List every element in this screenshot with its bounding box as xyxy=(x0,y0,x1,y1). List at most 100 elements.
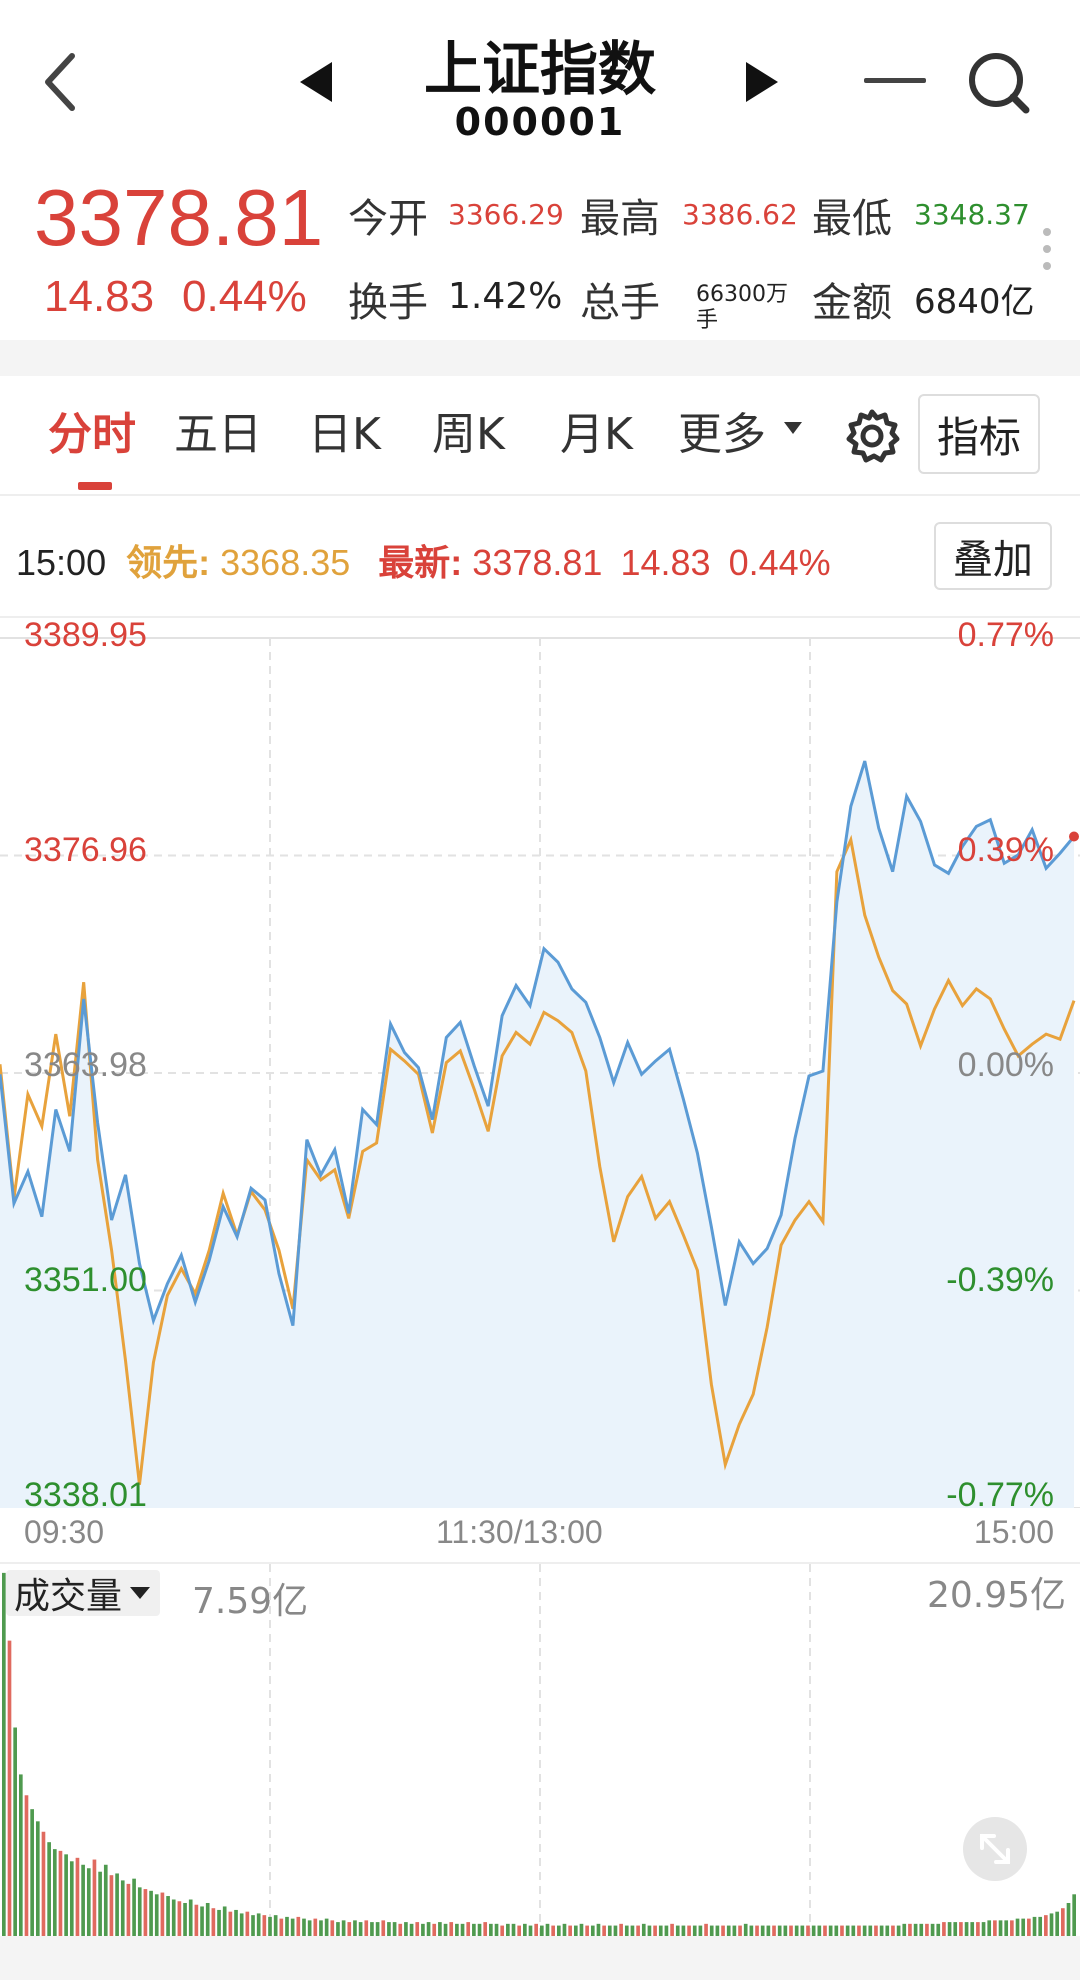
volume-bar xyxy=(1004,1920,1009,1936)
stock-code: 000001 xyxy=(454,100,626,144)
tab-intraday[interactable]: 分时 xyxy=(48,409,136,460)
volume-bar xyxy=(205,1902,210,1936)
minus-icon[interactable] xyxy=(864,76,926,86)
tab-five-day[interactable]: 五日 xyxy=(174,409,262,460)
volume-bar xyxy=(256,1913,261,1936)
volume-selector[interactable]: 成交量 xyxy=(6,1570,161,1617)
volume-bar xyxy=(783,1925,788,1936)
volume-bar xyxy=(421,1923,425,1936)
volume-bar xyxy=(137,1887,142,1936)
volume-bar xyxy=(664,1925,669,1936)
volume-bar xyxy=(375,1922,380,1936)
stat-label: 总手 xyxy=(580,280,660,326)
overlay-button[interactable]: 叠加 xyxy=(934,522,1052,590)
volume-bar xyxy=(647,1925,652,1936)
volume-bar xyxy=(279,1918,284,1936)
volume-bar xyxy=(262,1915,267,1936)
volume-bar xyxy=(358,1922,363,1936)
volume-bar xyxy=(98,1871,102,1936)
volume-bar xyxy=(47,1842,51,1936)
prev-triangle-icon[interactable] xyxy=(298,60,334,104)
volume-bar xyxy=(336,1922,340,1936)
volume-bar xyxy=(120,1880,125,1936)
volume-bar xyxy=(347,1922,352,1936)
volume-bar xyxy=(709,1925,714,1936)
volume-bar xyxy=(800,1925,805,1936)
volume-bar xyxy=(1021,1918,1026,1936)
volume-bar xyxy=(466,1922,471,1936)
volume-bar xyxy=(675,1925,680,1936)
volume-bar xyxy=(200,1906,204,1936)
tab-more[interactable]: 更多 xyxy=(678,409,766,460)
volume-bar xyxy=(523,1923,527,1936)
price-chart[interactable] xyxy=(0,618,1080,1508)
stat-label: 最低 xyxy=(812,196,892,242)
tab-daily-k[interactable]: 日K xyxy=(308,409,381,460)
volume-bar xyxy=(681,1925,686,1936)
volume-bar xyxy=(1027,1918,1031,1936)
volume-bar xyxy=(930,1923,935,1936)
volume-bar xyxy=(857,1925,861,1936)
volume-bar xyxy=(551,1925,555,1936)
next-triangle-icon[interactable] xyxy=(744,60,780,104)
volume-label: 成交量 xyxy=(14,1576,123,1617)
volume-bar xyxy=(794,1925,799,1936)
y-pct-label: -0.39% xyxy=(946,1261,1054,1299)
volume-bar xyxy=(392,1922,397,1936)
y-pct-label: 0.39% xyxy=(957,831,1054,869)
latest-value: 3378.81 xyxy=(472,542,603,583)
tab-monthly-k[interactable]: 月K xyxy=(560,409,633,460)
volume-bar xyxy=(959,1922,963,1936)
volume-bar xyxy=(494,1923,499,1936)
gear-icon[interactable] xyxy=(842,406,902,466)
volume-bar xyxy=(896,1925,901,1936)
volume-bar xyxy=(981,1922,986,1936)
last-price: 3378.81 xyxy=(34,173,324,262)
volume-bar xyxy=(624,1925,629,1936)
volume-bar xyxy=(415,1922,420,1936)
volume-bar xyxy=(234,1909,238,1936)
volume-bar xyxy=(596,1923,601,1936)
volume-bar xyxy=(296,1916,301,1936)
back-arrow-icon[interactable] xyxy=(40,52,80,112)
y-pct-label: 0.77% xyxy=(957,616,1054,654)
volume-bar xyxy=(18,1774,23,1936)
volume-bar xyxy=(506,1923,510,1936)
volume-bar xyxy=(658,1925,663,1936)
indicator-button[interactable]: 指标 xyxy=(918,394,1040,474)
chevron-down-icon xyxy=(130,1587,151,1599)
volume-bar xyxy=(166,1896,170,1936)
volume-bar xyxy=(845,1925,850,1936)
volume-bar xyxy=(143,1889,148,1936)
lead-index-line xyxy=(0,834,1076,1485)
y-tick-label: 3363.98 xyxy=(24,1046,147,1084)
volume-bar xyxy=(828,1925,833,1936)
volume-bar xyxy=(1061,1908,1065,1936)
volume-bar xyxy=(556,1925,561,1936)
volume-bar xyxy=(398,1923,403,1936)
volume-bar xyxy=(607,1925,612,1936)
volume-bar xyxy=(443,1923,448,1936)
volume-bar xyxy=(251,1915,255,1936)
more-dots-icon[interactable] xyxy=(1040,226,1054,272)
volume-bar xyxy=(919,1923,924,1936)
expand-icon[interactable] xyxy=(962,1816,1028,1882)
volume-bar xyxy=(455,1923,459,1936)
volume-bar xyxy=(585,1925,589,1936)
volume-bar xyxy=(1015,1918,1020,1936)
stat-amount-value: 6840亿 xyxy=(914,282,1035,322)
volume-bar xyxy=(290,1918,295,1936)
volume-bar xyxy=(177,1901,182,1936)
y-tick-label: 3338.01 xyxy=(24,1476,147,1514)
volume-bar xyxy=(534,1923,538,1936)
section-divider xyxy=(0,340,1080,376)
volume-bar xyxy=(936,1923,941,1936)
volume-bar xyxy=(183,1902,187,1936)
volume-bar xyxy=(302,1918,306,1936)
volume-bar xyxy=(2,1572,6,1936)
volume-bar xyxy=(670,1923,674,1936)
volume-bar xyxy=(387,1922,391,1936)
search-icon[interactable] xyxy=(966,50,1032,116)
volume-chart[interactable] xyxy=(0,1564,1080,1936)
tab-weekly-k[interactable]: 周K xyxy=(432,409,505,460)
